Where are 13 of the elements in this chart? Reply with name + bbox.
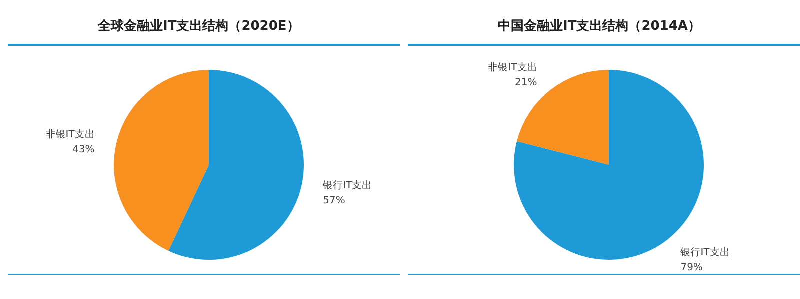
data-label: 43% [72, 144, 95, 156]
data-label: 57% [323, 196, 346, 207]
slice-label: 非银IT支出 [488, 62, 538, 74]
chart-title: 中国金融业IT支出结构（2014A） [497, 18, 702, 36]
slice-label: 银行IT支出 [322, 180, 372, 192]
data-label: 79% [680, 262, 703, 274]
pie-slice [114, 70, 209, 251]
pie-slice [168, 70, 304, 260]
data-label: 21% [515, 78, 538, 89]
pie-slice [516, 70, 609, 165]
chart-title: 全球金融业IT支出结构（2020E） [97, 18, 301, 36]
slice-label: 非银IT支出 [46, 128, 95, 140]
slice-label: 银行IT支出 [680, 246, 730, 258]
